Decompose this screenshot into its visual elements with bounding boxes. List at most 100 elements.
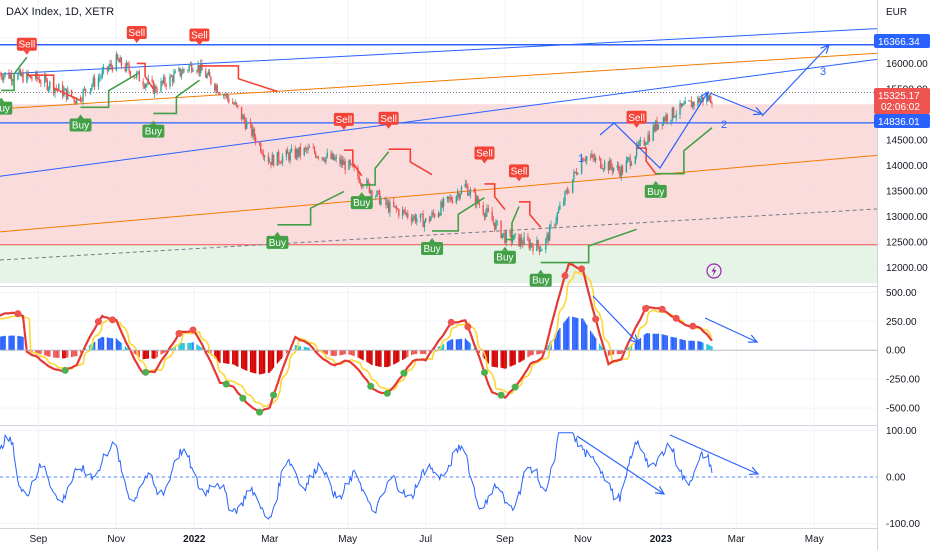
candle-body <box>610 160 612 167</box>
signal-pointer <box>501 246 508 251</box>
candle-body <box>226 94 229 99</box>
time-tick-label: Nov <box>107 534 125 545</box>
osc-arrow-2 <box>704 317 759 343</box>
oscillator-bar <box>0 336 1 351</box>
oscillator-bar <box>4 335 6 351</box>
oscillator-bar <box>253 350 256 374</box>
candle-body <box>153 85 156 94</box>
oscillator-bar <box>500 350 502 368</box>
oscillator-bar <box>169 349 171 351</box>
oscillator-bar <box>394 350 396 364</box>
signal-box <box>421 242 444 256</box>
oscillator-bar <box>546 347 548 351</box>
candle-body <box>710 95 712 104</box>
candle-body <box>261 151 263 154</box>
oscillator-bar <box>646 332 648 351</box>
oscillator-bar <box>652 333 654 351</box>
candle-body <box>575 171 578 175</box>
candle-body <box>385 198 387 205</box>
candle-body <box>129 71 132 77</box>
oscillator-bar <box>108 337 110 351</box>
oscillator-bar <box>125 347 128 351</box>
buy-signal: Buy <box>644 180 667 198</box>
signal-box <box>16 37 37 51</box>
candle-body <box>430 217 432 222</box>
oscillator-cross-dot <box>642 304 650 312</box>
oscillator-bar <box>536 350 538 355</box>
time-tick-label: Mar <box>728 534 746 545</box>
candle-body <box>423 221 426 228</box>
oscillator-bar <box>385 350 387 368</box>
oscillator-bar <box>698 341 700 351</box>
oscillator-bar <box>637 339 639 351</box>
candle-body <box>210 76 212 84</box>
supertrend-up <box>432 197 485 232</box>
candle-body <box>537 240 539 247</box>
oscillator-bar <box>331 350 334 356</box>
candle-body <box>520 237 523 244</box>
candle-body <box>240 106 243 120</box>
candle-body <box>198 65 201 74</box>
oscillator-bar <box>366 350 368 362</box>
supertrend-up <box>655 127 713 175</box>
oscillator-bar <box>514 350 516 365</box>
buy-signal: Buy <box>266 231 289 249</box>
candle-body <box>97 78 100 87</box>
oscillator-bar <box>589 330 592 351</box>
candle-body <box>504 232 506 244</box>
candle-body <box>128 64 130 72</box>
sell-signal: Sell <box>474 146 495 164</box>
candle-body <box>44 75 46 84</box>
candle-body <box>183 69 185 71</box>
candle-body <box>350 163 353 165</box>
oscillator-bar <box>307 347 309 351</box>
oscillator-bar <box>93 341 96 351</box>
oscillator-bar <box>197 345 199 351</box>
oscillator-bar <box>661 334 663 351</box>
osc-tick-label: 0.00 <box>886 346 906 357</box>
oscillator-bar <box>124 346 126 351</box>
candle-body <box>401 209 404 216</box>
candle-body <box>573 171 575 180</box>
candle-body <box>491 211 493 221</box>
oscillator-bar <box>419 350 422 354</box>
candle-body <box>583 159 585 161</box>
candle-body <box>1 77 4 80</box>
oscillator-bar <box>522 350 524 361</box>
signal-box <box>333 112 354 126</box>
candle-body <box>294 148 296 159</box>
candle-body <box>375 196 377 198</box>
candle-body <box>486 208 488 213</box>
candle-body <box>467 185 469 196</box>
oscillator-bar <box>137 350 139 357</box>
oscillator-bar <box>237 350 239 367</box>
oscillator-bar <box>541 350 543 354</box>
lightning-icon[interactable] <box>706 263 722 279</box>
candle-body <box>699 99 702 103</box>
candle-body <box>656 120 658 130</box>
candle-body <box>349 160 351 165</box>
oscillator-bar <box>260 350 262 375</box>
oscillator-cross-dot <box>480 368 488 376</box>
oscillator-bar <box>679 339 681 351</box>
oscillator-bar <box>53 350 55 358</box>
candle-body <box>286 150 289 154</box>
oscillator-bar <box>688 340 690 351</box>
candle-body <box>701 96 703 100</box>
signal-box <box>508 164 529 178</box>
oscillator-bar <box>428 350 431 352</box>
candle-body <box>665 115 667 121</box>
oscillator-bar <box>634 341 637 351</box>
candle-body <box>279 161 281 163</box>
oscillator-bar <box>339 350 341 356</box>
candle-body <box>688 100 690 102</box>
candle-body <box>568 192 570 194</box>
oscillator-bar <box>554 335 556 351</box>
oscillator-bar <box>566 317 569 351</box>
candle-body <box>116 54 119 60</box>
oscillator-bar <box>200 347 202 351</box>
oscillator-bar <box>457 339 459 351</box>
candle-body <box>476 196 478 205</box>
